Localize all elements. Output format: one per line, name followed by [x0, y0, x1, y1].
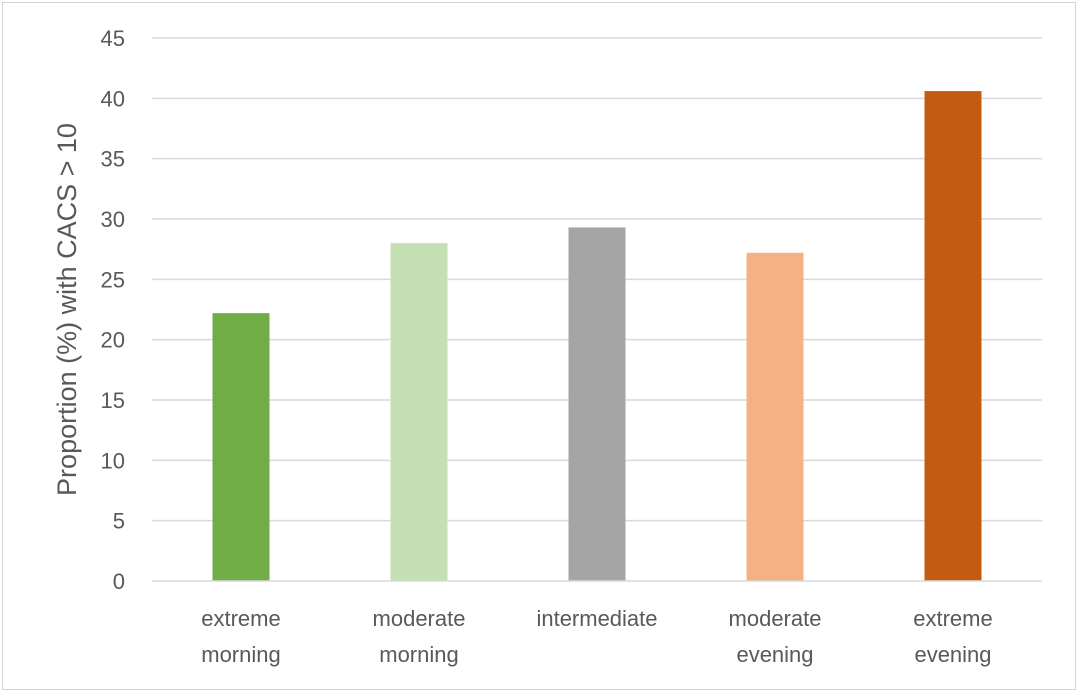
x-category-label-line: intermediate: [536, 606, 657, 631]
y-tick-label: 15: [101, 388, 125, 413]
y-tick-label: 30: [101, 207, 125, 232]
gridlines: [152, 37, 1042, 522]
x-category-label-line: morning: [379, 642, 458, 667]
x-category-label-line: moderate: [729, 606, 822, 631]
y-tick-label: 0: [113, 569, 125, 594]
y-tick-label: 45: [101, 26, 125, 51]
x-category-label-line: moderate: [373, 606, 466, 631]
y-tick-label: 20: [101, 328, 125, 353]
x-category-label: moderate morning: [373, 606, 466, 667]
x-category-label-line: evening: [914, 642, 991, 667]
x-category-label-line: extreme: [913, 606, 992, 631]
x-axis-categories: extreme morning moderate morning intermediat…: [201, 606, 992, 667]
y-tick-label: 5: [113, 509, 125, 534]
x-category-label: moderate evening: [729, 606, 822, 667]
y-axis-ticks: 0 5 10 15 20 25 30 35 40 45: [101, 26, 125, 594]
y-tick-label: 10: [101, 448, 125, 473]
bar: [390, 243, 448, 581]
bars: [212, 91, 982, 582]
y-tick-label: 25: [101, 267, 125, 292]
bar: [212, 313, 270, 581]
bar: [568, 227, 626, 582]
bar: [924, 91, 982, 582]
y-tick-label: 40: [101, 86, 125, 111]
y-axis-title: Proportion (%) with CACS > 10: [52, 123, 82, 496]
x-category-label: extreme morning: [201, 606, 280, 667]
x-category-label: extreme evening: [913, 606, 992, 667]
bar: [746, 252, 804, 581]
x-category-label: intermediate: [536, 606, 657, 631]
x-category-label-line: morning: [201, 642, 280, 667]
y-tick-label: 35: [101, 147, 125, 172]
x-category-label-line: extreme: [201, 606, 280, 631]
x-category-label-line: evening: [736, 642, 813, 667]
